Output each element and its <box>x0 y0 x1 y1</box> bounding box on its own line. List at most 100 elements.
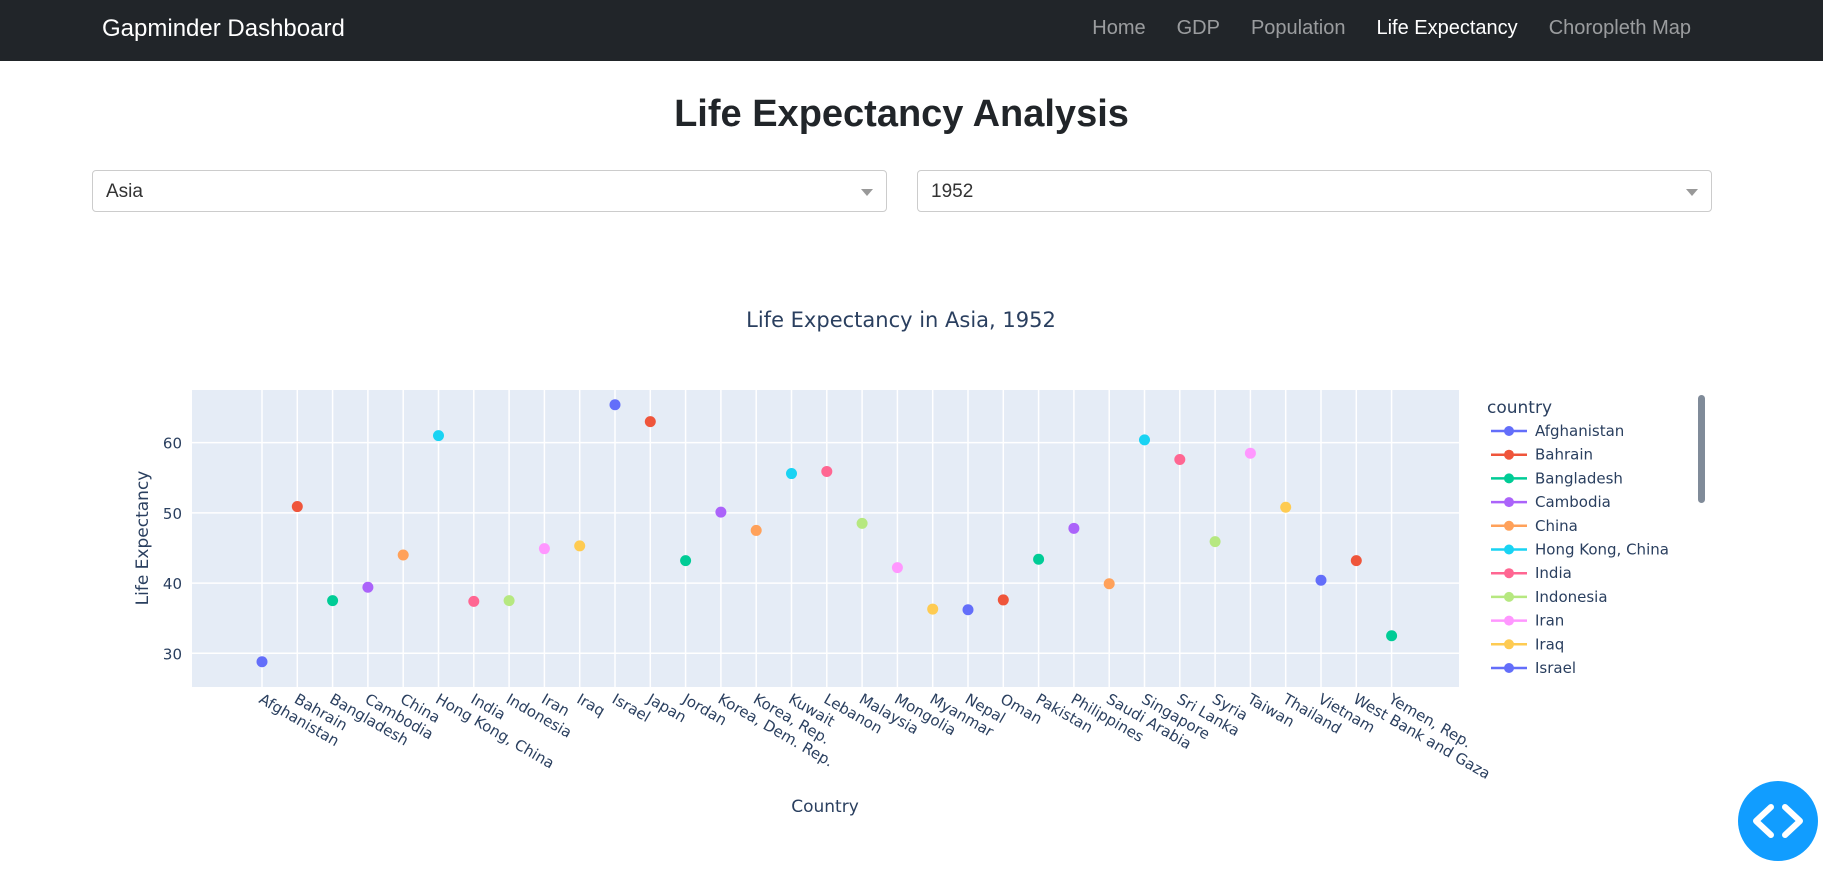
legend-label: Israel <box>1535 659 1576 677</box>
legend-swatch-marker <box>1504 520 1514 531</box>
legend-label: Hong Kong, China <box>1535 541 1669 559</box>
legend-label: Indonesia <box>1535 588 1608 606</box>
continent-selected-value: Asia <box>106 181 143 202</box>
nav-link-home[interactable]: Home <box>1092 17 1146 39</box>
chevron-down-icon[interactable] <box>1686 189 1698 196</box>
data-point[interactable] <box>680 555 692 567</box>
legend-swatch-marker <box>1504 663 1514 673</box>
data-point[interactable] <box>1033 553 1045 565</box>
y-tick-label: 50 <box>163 505 182 523</box>
x-tick-label: Israel <box>609 690 654 726</box>
x-tick-label: Iraq <box>574 690 608 720</box>
dev-tools-button[interactable] <box>1738 781 1818 861</box>
data-point[interactable] <box>644 416 656 428</box>
navbar: Gapminder Dashboard Home GDP Population … <box>0 0 1823 61</box>
data-point[interactable] <box>327 595 339 607</box>
legend-item[interactable]: India <box>1491 564 1572 582</box>
data-point[interactable] <box>997 594 1009 606</box>
legend-swatch-marker <box>1504 639 1514 650</box>
x-tick-label: Japan <box>643 689 689 726</box>
chart-title: Life Expectancy in Asia, 1952 <box>746 308 1056 332</box>
data-point[interactable] <box>856 517 868 529</box>
data-point[interactable] <box>433 430 444 442</box>
data-point[interactable] <box>538 543 550 555</box>
legend-item[interactable]: Iraq <box>1491 635 1564 653</box>
data-point[interactable] <box>1280 501 1292 513</box>
data-point[interactable] <box>750 524 762 536</box>
legend-swatch-marker <box>1504 449 1514 460</box>
nav-links: Home GDP Population Life Expectancy Chor… <box>1061 0 1691 57</box>
legend-swatch-marker <box>1504 568 1514 579</box>
y-tick-label: 30 <box>163 645 182 663</box>
data-point[interactable] <box>362 581 374 593</box>
data-point[interactable] <box>468 595 480 607</box>
data-point[interactable] <box>1244 447 1256 459</box>
nav-link-life-expectancy[interactable]: Life Expectancy <box>1376 17 1518 39</box>
legend-title: country <box>1487 398 1552 418</box>
legend-item[interactable]: Iran <box>1491 612 1564 630</box>
data-point[interactable] <box>291 501 303 513</box>
data-point[interactable] <box>1386 630 1398 642</box>
page-title: Life Expectancy Analysis <box>674 93 1129 135</box>
data-point[interactable] <box>715 506 727 518</box>
legend[interactable]: country Afghanistan Bahrain Bangladesh Camb… <box>1487 398 1669 677</box>
data-point[interactable] <box>256 656 268 668</box>
x-axis: AfghanistanBahrainBangladeshCambodiaChin… <box>256 689 1494 783</box>
legend-item[interactable]: Hong Kong, China <box>1491 541 1669 559</box>
legend-label: Iran <box>1535 612 1564 630</box>
continent-dropdown[interactable]: Asia <box>92 170 887 212</box>
legend-swatch-marker <box>1504 426 1514 436</box>
y-axis: 30 40 50 60 <box>163 435 182 664</box>
code-brackets-icon <box>1753 804 1803 838</box>
legend-label: Bahrain <box>1535 446 1593 464</box>
data-point[interactable] <box>503 595 515 607</box>
data-points <box>256 399 1398 668</box>
legend-label: Iraq <box>1535 635 1564 653</box>
nav-link-gdp[interactable]: GDP <box>1176 17 1220 39</box>
legend-label: Afghanistan <box>1535 422 1624 440</box>
legend-label: India <box>1535 564 1572 582</box>
legend-item[interactable]: Bahrain <box>1491 446 1593 464</box>
data-point[interactable] <box>1068 522 1080 534</box>
data-point[interactable] <box>1315 574 1327 586</box>
y-axis-title: Life Expectancy <box>133 471 153 606</box>
chevron-down-icon[interactable] <box>861 189 873 196</box>
plot-area[interactable] <box>192 390 1459 687</box>
navbar-brand[interactable]: Gapminder Dashboard <box>102 15 345 42</box>
legend-item[interactable]: Indonesia <box>1491 588 1608 606</box>
legend-item[interactable]: Bangladesh <box>1491 469 1623 487</box>
nav-link-population[interactable]: Population <box>1250 17 1346 39</box>
data-point[interactable] <box>821 465 833 477</box>
legend-item[interactable]: Afghanistan <box>1491 422 1624 440</box>
legend-item[interactable]: Israel <box>1491 659 1576 677</box>
life-expectancy-scatter-chart: Life Expectancy in Asia, 1952 30 40 50 60 A… <box>133 308 1669 817</box>
data-point[interactable] <box>609 399 621 411</box>
data-point[interactable] <box>1350 555 1362 567</box>
legend-swatch-marker <box>1504 497 1514 508</box>
data-point[interactable] <box>962 604 974 616</box>
legend-swatch-marker <box>1504 615 1514 626</box>
data-point[interactable] <box>927 603 939 615</box>
y-tick-label: 60 <box>163 435 182 453</box>
legend-label: Cambodia <box>1535 493 1611 511</box>
year-dropdown[interactable]: 1952 <box>917 170 1712 212</box>
y-tick-label: 40 <box>163 575 182 593</box>
legend-swatch-marker <box>1504 591 1514 602</box>
legend-item[interactable]: China <box>1491 517 1578 535</box>
nav-link-choropleth-map[interactable]: Choropleth Map <box>1548 17 1691 39</box>
data-point[interactable] <box>397 549 409 561</box>
data-point[interactable] <box>1174 454 1186 466</box>
legend-item[interactable]: Cambodia <box>1491 493 1611 511</box>
legend-label: China <box>1535 517 1578 535</box>
legend-scrollbar[interactable] <box>1698 395 1705 503</box>
legend-swatch-marker <box>1504 544 1514 555</box>
data-point[interactable] <box>1103 578 1115 590</box>
data-point[interactable] <box>786 468 797 480</box>
data-point[interactable] <box>1139 434 1150 446</box>
grid-lines <box>192 390 1459 687</box>
data-point[interactable] <box>891 562 903 574</box>
legend-label: Bangladesh <box>1535 469 1623 487</box>
data-point[interactable] <box>1209 536 1221 548</box>
data-point[interactable] <box>574 540 586 552</box>
legend-swatch-marker <box>1504 473 1514 484</box>
